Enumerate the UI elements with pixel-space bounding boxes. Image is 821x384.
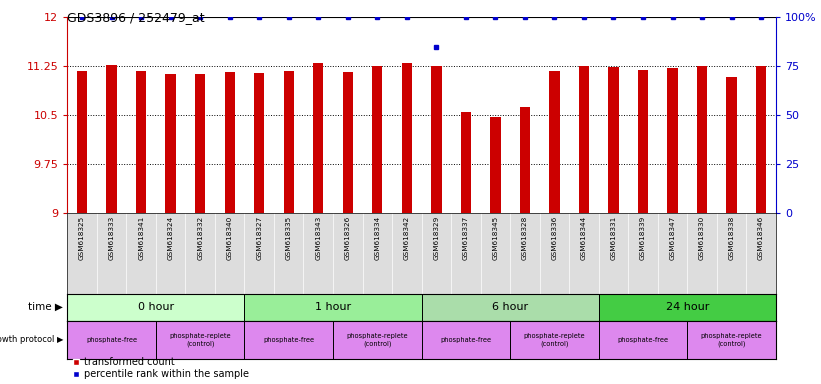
Bar <box>283 71 294 213</box>
Text: 0 hour: 0 hour <box>138 302 174 312</box>
Bar <box>224 72 235 213</box>
Text: growth protocol ▶: growth protocol ▶ <box>0 335 63 344</box>
Text: phosphate-free: phosphate-free <box>440 337 492 343</box>
Bar <box>422 294 599 321</box>
Text: GSM618325: GSM618325 <box>79 215 85 260</box>
Bar <box>195 74 205 213</box>
Bar <box>697 66 707 213</box>
Bar <box>136 71 146 213</box>
Text: GSM618344: GSM618344 <box>581 215 587 260</box>
Text: GDS3896 / 252479_at: GDS3896 / 252479_at <box>67 12 205 25</box>
Bar <box>401 63 412 213</box>
Bar <box>727 77 736 213</box>
Bar <box>520 108 530 213</box>
Text: 1 hour: 1 hour <box>315 302 351 312</box>
Text: GSM618327: GSM618327 <box>256 215 262 260</box>
Bar <box>67 321 156 359</box>
Text: GSM618332: GSM618332 <box>197 215 203 260</box>
Text: GSM618346: GSM618346 <box>758 215 764 260</box>
Text: phosphate-replete
(control): phosphate-replete (control) <box>701 333 763 347</box>
Text: phosphate-free: phosphate-free <box>617 337 668 343</box>
Text: time ▶: time ▶ <box>29 302 63 312</box>
Bar <box>245 321 333 359</box>
Text: GSM618343: GSM618343 <box>315 215 321 260</box>
Bar <box>667 68 677 213</box>
Bar <box>687 321 776 359</box>
Text: phosphate-replete
(control): phosphate-replete (control) <box>524 333 585 347</box>
Text: phosphate-free: phosphate-free <box>264 337 314 343</box>
Text: GSM618342: GSM618342 <box>404 215 410 260</box>
Text: GSM618340: GSM618340 <box>227 215 232 260</box>
Bar <box>756 66 766 213</box>
Text: GSM618345: GSM618345 <box>493 215 498 260</box>
Text: GSM618328: GSM618328 <box>522 215 528 260</box>
Text: GSM618335: GSM618335 <box>286 215 291 260</box>
Text: GSM618330: GSM618330 <box>699 215 705 260</box>
Text: GSM618338: GSM618338 <box>728 215 735 260</box>
Bar <box>461 112 471 213</box>
Text: GSM618324: GSM618324 <box>167 215 174 260</box>
Bar <box>254 73 264 213</box>
Bar <box>490 117 501 213</box>
Bar <box>166 74 176 213</box>
Text: GSM618336: GSM618336 <box>552 215 557 260</box>
Bar <box>549 71 560 213</box>
Text: phosphate-replete
(control): phosphate-replete (control) <box>169 333 231 347</box>
Bar <box>599 294 776 321</box>
Bar <box>313 63 323 213</box>
Text: GSM618347: GSM618347 <box>669 215 676 260</box>
Text: GSM618334: GSM618334 <box>374 215 380 260</box>
Bar <box>638 70 648 213</box>
Bar <box>245 294 422 321</box>
Text: GSM618329: GSM618329 <box>433 215 439 260</box>
Bar <box>107 65 117 213</box>
Text: GSM618331: GSM618331 <box>611 215 617 260</box>
Bar <box>599 321 687 359</box>
Bar <box>342 72 353 213</box>
Text: GSM618339: GSM618339 <box>640 215 646 260</box>
Bar <box>510 321 599 359</box>
Text: GSM618326: GSM618326 <box>345 215 351 260</box>
Bar <box>77 71 87 213</box>
Bar <box>608 67 619 213</box>
Bar <box>579 66 589 213</box>
Text: GSM618341: GSM618341 <box>138 215 144 260</box>
Text: GSM618333: GSM618333 <box>108 215 115 260</box>
Legend: transformed count, percentile rank within the sample: transformed count, percentile rank withi… <box>72 357 249 379</box>
Bar <box>422 321 510 359</box>
Bar <box>431 66 442 213</box>
Text: phosphate-replete
(control): phosphate-replete (control) <box>346 333 408 347</box>
Text: phosphate-free: phosphate-free <box>86 337 137 343</box>
Bar <box>333 321 422 359</box>
Text: GSM618337: GSM618337 <box>463 215 469 260</box>
Text: 6 hour: 6 hour <box>492 302 528 312</box>
Bar <box>156 321 245 359</box>
Bar <box>67 294 245 321</box>
Bar <box>372 66 383 213</box>
Text: 24 hour: 24 hour <box>666 302 709 312</box>
